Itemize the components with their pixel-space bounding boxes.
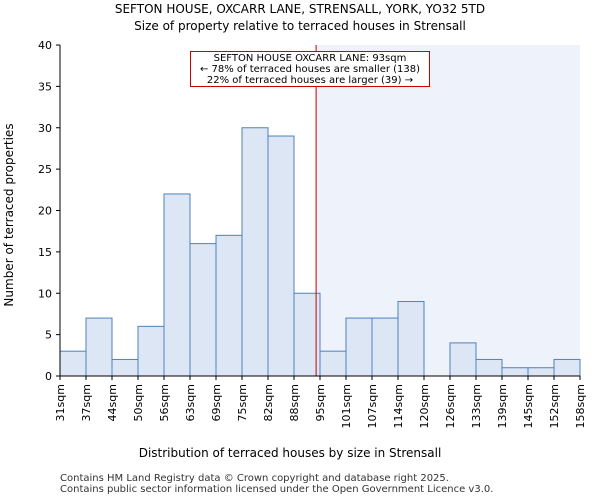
x-tick-label: 120sqm <box>418 384 431 428</box>
y-ticks: 0 5 10 15 20 25 30 35 40 <box>38 39 60 383</box>
bar-69sqm <box>215 234 243 377</box>
y-tick-label: 0 <box>45 370 52 383</box>
y-tick-label: 5 <box>45 329 52 342</box>
chart-subtitle: Size of property relative to terraced ho… <box>134 19 466 33</box>
x-tick-label: 56sqm <box>158 384 171 421</box>
x-tick-label: 95sqm <box>314 384 327 421</box>
y-tick-label: 35 <box>38 80 52 93</box>
x-tick-label: 75sqm <box>236 384 249 421</box>
bar-44sqm <box>111 358 139 377</box>
bar-75sqm <box>241 127 269 377</box>
bar-114sqm <box>397 301 425 377</box>
y-tick-label: 30 <box>38 122 52 135</box>
x-tick-label: 107sqm <box>366 384 379 428</box>
x-tick-label: 114sqm <box>392 384 405 428</box>
x-tick-label: 44sqm <box>106 384 119 421</box>
x-tick-label: 139sqm <box>496 384 509 428</box>
x-tick-label: 126sqm <box>444 384 457 428</box>
bar-82sqm <box>267 135 295 377</box>
footer-line-1: Contains HM Land Registry data © Crown c… <box>60 473 449 484</box>
x-tick-label: 31sqm <box>54 384 67 421</box>
bar-95sqm <box>319 350 347 377</box>
x-tick-label: 37sqm <box>80 384 93 421</box>
bar-31sqm <box>59 350 87 377</box>
x-tick-label: 63sqm <box>184 384 197 421</box>
y-axis-label: Number of terraced properties <box>2 123 16 306</box>
annotation-line-2: ← 78% of terraced houses are smaller (13… <box>199 64 421 75</box>
bar-37sqm <box>85 317 113 377</box>
x-tick-label: 158sqm <box>574 384 587 428</box>
bar-152sqm <box>553 358 581 377</box>
x-tick-label: 145sqm <box>522 384 535 428</box>
bar-145sqm <box>527 367 555 377</box>
bar-56sqm <box>163 193 191 377</box>
y-tick-label: 40 <box>38 39 52 52</box>
annotation-line-3: 22% of terraced houses are larger (39) → <box>206 75 414 86</box>
bar-139sqm <box>501 367 529 377</box>
y-tick-label: 20 <box>38 205 52 218</box>
y-tick-label: 15 <box>38 246 52 259</box>
bar-126sqm <box>449 342 477 377</box>
x-ticks: 31sqm 37sqm 44sqm 50sqm 56sqm 63sqm 69sqm 75sqm… <box>54 376 587 428</box>
x-tick-label: 50sqm <box>132 384 145 421</box>
bar-101sqm <box>345 317 373 377</box>
chart-title: SEFTON HOUSE, OXCARR LANE, STRENSALL, YO… <box>114 2 486 16</box>
x-tick-label: 133sqm <box>470 384 483 428</box>
bar-63sqm <box>189 243 217 377</box>
bar-107sqm <box>371 317 399 377</box>
bar-133sqm <box>475 358 503 377</box>
y-tick-label: 25 <box>38 163 52 176</box>
x-tick-label: 152sqm <box>548 384 561 428</box>
x-axis-label: Distribution of terraced houses by size … <box>139 446 442 460</box>
property-annotation-box: SEFTON HOUSE OXCARR LANE: 93sqm ← 78% of… <box>190 51 430 87</box>
x-tick-label: 101sqm <box>340 384 353 428</box>
x-tick-label: 82sqm <box>262 384 275 421</box>
x-tick-label: 88sqm <box>288 384 301 421</box>
annotation-line-1: SEFTON HOUSE OXCARR LANE: 93sqm <box>213 53 407 64</box>
bar-50sqm <box>137 325 165 377</box>
y-tick-label: 10 <box>38 287 52 300</box>
x-tick-label: 69sqm <box>210 384 223 421</box>
footer-line-2: Contains public sector information licen… <box>60 484 494 495</box>
